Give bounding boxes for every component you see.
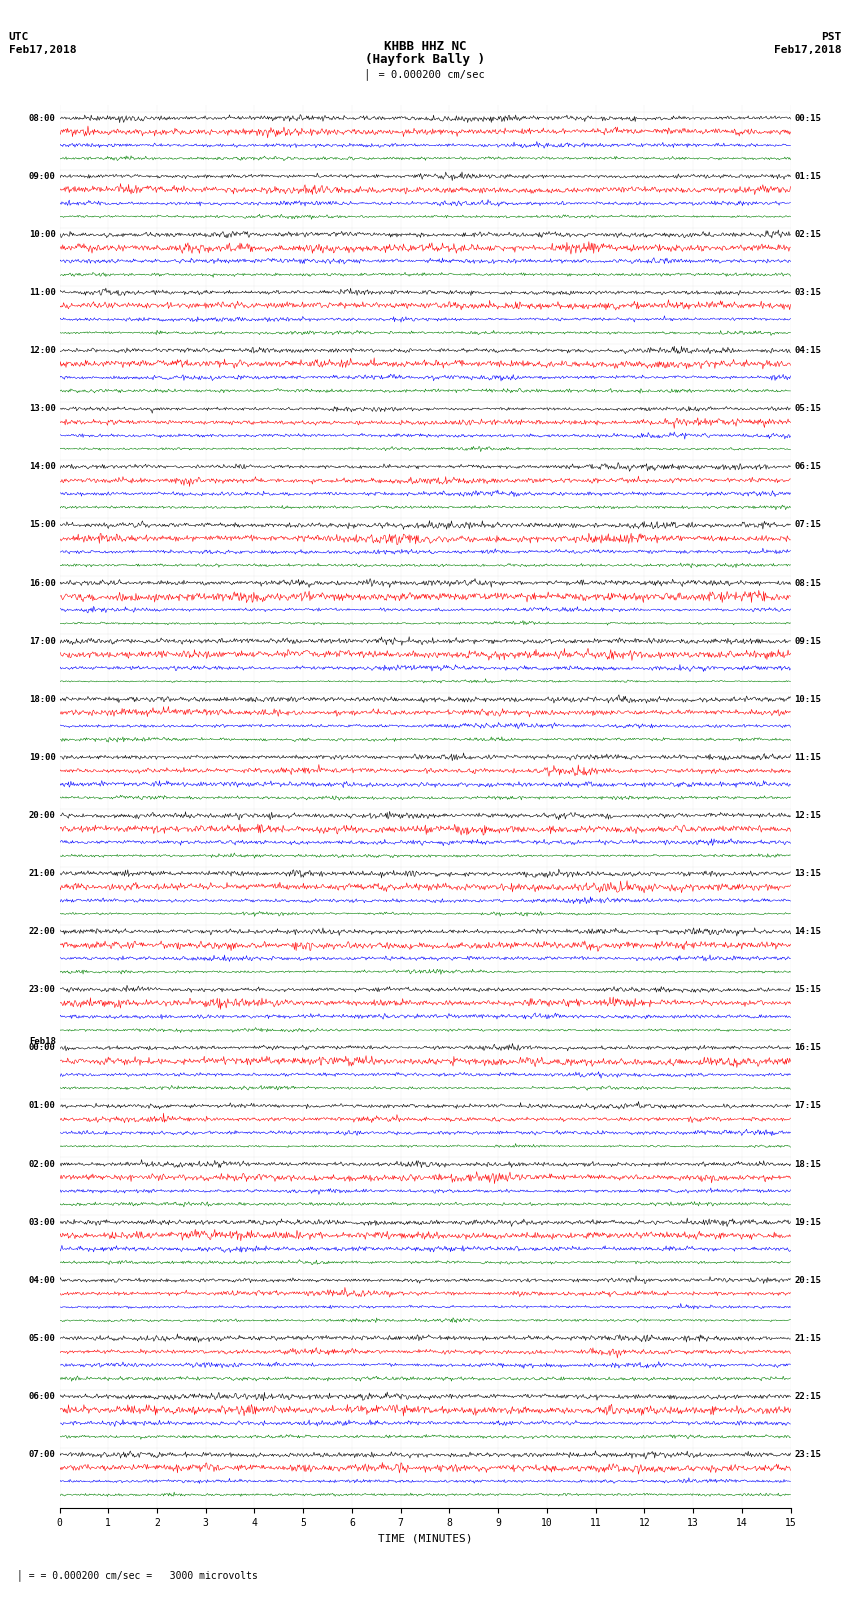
Text: 04:15: 04:15 bbox=[794, 347, 821, 355]
Text: 11:00: 11:00 bbox=[29, 289, 56, 297]
Text: 02:00: 02:00 bbox=[29, 1160, 56, 1168]
Text: 14:15: 14:15 bbox=[794, 927, 821, 936]
Text: 05:15: 05:15 bbox=[794, 405, 821, 413]
Text: 03:00: 03:00 bbox=[29, 1218, 56, 1226]
Text: 03:15: 03:15 bbox=[794, 289, 821, 297]
Text: 22:00: 22:00 bbox=[29, 927, 56, 936]
Text: 19:00: 19:00 bbox=[29, 753, 56, 761]
Text: 20:00: 20:00 bbox=[29, 811, 56, 819]
Text: 00:15: 00:15 bbox=[794, 115, 821, 123]
Text: 02:15: 02:15 bbox=[794, 231, 821, 239]
Text: 13:00: 13:00 bbox=[29, 405, 56, 413]
Text: 10:15: 10:15 bbox=[794, 695, 821, 703]
Text: 01:15: 01:15 bbox=[794, 173, 821, 181]
Text: 21:15: 21:15 bbox=[794, 1334, 821, 1344]
Text: 15:15: 15:15 bbox=[794, 986, 821, 994]
Text: 06:00: 06:00 bbox=[29, 1392, 56, 1402]
Text: 01:00: 01:00 bbox=[29, 1102, 56, 1110]
Text: 13:15: 13:15 bbox=[794, 869, 821, 877]
Text: 11:15: 11:15 bbox=[794, 753, 821, 761]
Text: 16:00: 16:00 bbox=[29, 579, 56, 587]
Text: 20:15: 20:15 bbox=[794, 1276, 821, 1284]
Text: 10:00: 10:00 bbox=[29, 231, 56, 239]
Text: 08:15: 08:15 bbox=[794, 579, 821, 587]
Text: 21:00: 21:00 bbox=[29, 869, 56, 877]
Text: 15:00: 15:00 bbox=[29, 521, 56, 529]
Text: Feb17,2018: Feb17,2018 bbox=[774, 45, 842, 55]
Text: 22:15: 22:15 bbox=[794, 1392, 821, 1402]
Text: UTC: UTC bbox=[8, 32, 29, 42]
Text: 23:00: 23:00 bbox=[29, 986, 56, 994]
X-axis label: TIME (MINUTES): TIME (MINUTES) bbox=[377, 1534, 473, 1544]
Text: 17:00: 17:00 bbox=[29, 637, 56, 645]
Text: 00:00: 00:00 bbox=[29, 1044, 56, 1052]
Text: 12:00: 12:00 bbox=[29, 347, 56, 355]
Text: (Hayfork Bally ): (Hayfork Bally ) bbox=[365, 53, 485, 66]
Text: 12:15: 12:15 bbox=[794, 811, 821, 819]
Text: KHBB HHZ NC: KHBB HHZ NC bbox=[383, 40, 467, 53]
Text: 14:00: 14:00 bbox=[29, 463, 56, 471]
Text: 06:15: 06:15 bbox=[794, 463, 821, 471]
Text: 16:15: 16:15 bbox=[794, 1044, 821, 1052]
Text: │ = = 0.000200 cm/sec =   3000 microvolts: │ = = 0.000200 cm/sec = 3000 microvolts bbox=[17, 1569, 258, 1581]
Text: 18:00: 18:00 bbox=[29, 695, 56, 703]
Text: 08:00: 08:00 bbox=[29, 115, 56, 123]
Text: 05:00: 05:00 bbox=[29, 1334, 56, 1344]
Text: 04:00: 04:00 bbox=[29, 1276, 56, 1284]
Text: 09:00: 09:00 bbox=[29, 173, 56, 181]
Text: 07:00: 07:00 bbox=[29, 1450, 56, 1460]
Text: Feb17,2018: Feb17,2018 bbox=[8, 45, 76, 55]
Text: 23:15: 23:15 bbox=[794, 1450, 821, 1460]
Text: 07:15: 07:15 bbox=[794, 521, 821, 529]
Text: PST: PST bbox=[821, 32, 842, 42]
Text: ▏ = 0.000200 cm/sec: ▏ = 0.000200 cm/sec bbox=[366, 68, 484, 79]
Text: Feb18: Feb18 bbox=[29, 1037, 56, 1045]
Text: 09:15: 09:15 bbox=[794, 637, 821, 645]
Text: 17:15: 17:15 bbox=[794, 1102, 821, 1110]
Text: 18:15: 18:15 bbox=[794, 1160, 821, 1168]
Text: 19:15: 19:15 bbox=[794, 1218, 821, 1226]
